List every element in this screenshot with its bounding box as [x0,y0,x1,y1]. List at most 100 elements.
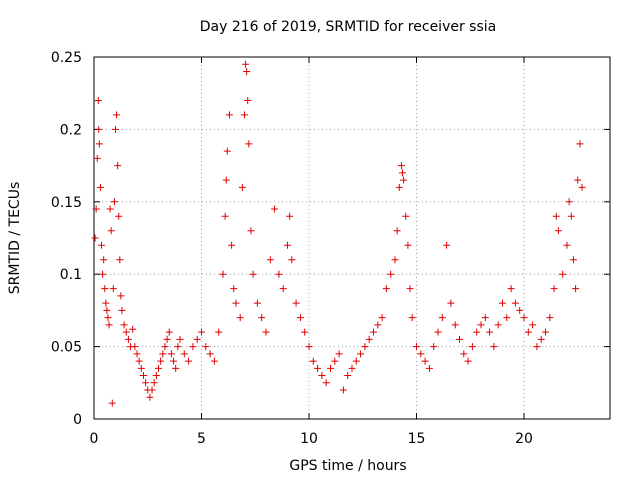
data-point [122,328,130,336]
data-point [225,111,233,119]
data-point [486,328,494,336]
x-tick-label: 0 [90,431,99,447]
data-point [142,379,150,387]
data-point [406,285,414,293]
data-point [352,357,360,365]
data-point [238,183,246,191]
data-point [91,234,99,242]
data-point [120,321,128,329]
data-point [202,343,210,351]
data-point [266,256,274,264]
data-point [456,335,463,343]
data-point [335,350,343,358]
data-point [327,364,334,372]
data-point [101,285,109,293]
data-point [99,270,107,278]
x-tick-label: 10 [300,431,318,447]
data-point [249,270,257,278]
data-point [417,350,425,358]
data-point [180,350,188,358]
data-point [569,256,577,264]
data-point [157,357,165,365]
data-point [576,140,584,148]
x-tick-label: 20 [515,431,533,447]
x-axis-label: GPS time / hours [289,458,406,474]
data-point [387,270,395,278]
data-point [279,285,287,293]
data-point [408,314,416,322]
data-point [242,60,250,68]
data-point [413,343,420,351]
data-point [296,314,304,322]
data-point [529,321,537,329]
data-point [118,306,126,314]
data-point [554,227,562,235]
data-point [106,205,114,213]
data-point [331,357,339,365]
data-point [477,321,485,329]
data-point [533,343,541,351]
data-point [546,314,554,322]
data-point [271,205,279,213]
data-point [421,357,429,365]
data-point [275,270,283,278]
tick-labels: 0 5 10 15 20 0 0.05 0.1 0.15 0.2 0.25 [51,50,533,447]
data-point [322,379,330,387]
data-point [473,328,481,336]
data-point [563,241,571,249]
data-point [206,350,214,358]
data-point [198,328,205,336]
data-point [284,241,291,249]
data-point [253,299,261,307]
data-point [391,256,399,264]
y-tick-label: 0 [73,412,82,428]
data-point [460,350,468,358]
data-point [574,176,582,184]
data-point [520,314,528,322]
data-point [490,343,498,351]
data-point [193,335,201,343]
data-point [215,328,223,336]
data-point [393,227,401,235]
data-point [382,285,390,293]
data-point [378,314,386,322]
data-point [258,314,266,322]
data-point [236,314,244,322]
points [91,60,586,407]
data-point [135,357,143,365]
data-point [98,241,106,249]
data-point [503,314,511,322]
data-point [174,343,182,351]
data-point [95,140,103,148]
data-point [516,306,524,314]
data-point [447,299,455,307]
data-point [262,328,270,336]
data-point [395,183,403,191]
data-point [468,343,476,351]
x-tick-label: 5 [197,431,206,447]
data-point [110,198,118,206]
data-point [222,176,230,184]
data-point [301,328,309,336]
data-point [219,270,227,278]
data-point [245,140,253,148]
data-point [370,328,377,336]
y-axis-label: SRMTID / TECUs [7,182,23,295]
data-point [404,241,412,249]
data-point [559,270,567,278]
data-point [95,125,103,133]
data-point [552,212,560,220]
data-point [161,343,169,351]
data-point [511,299,519,307]
data-point [150,379,158,387]
data-point [494,321,502,329]
data-point [241,111,248,119]
y-tick-label: 0.25 [51,50,82,66]
data-point [115,212,123,220]
data-point [104,314,112,322]
data-point [170,357,178,365]
data-point [93,154,101,162]
data-point [113,111,121,119]
data-point [94,96,102,104]
data-point [137,364,145,372]
